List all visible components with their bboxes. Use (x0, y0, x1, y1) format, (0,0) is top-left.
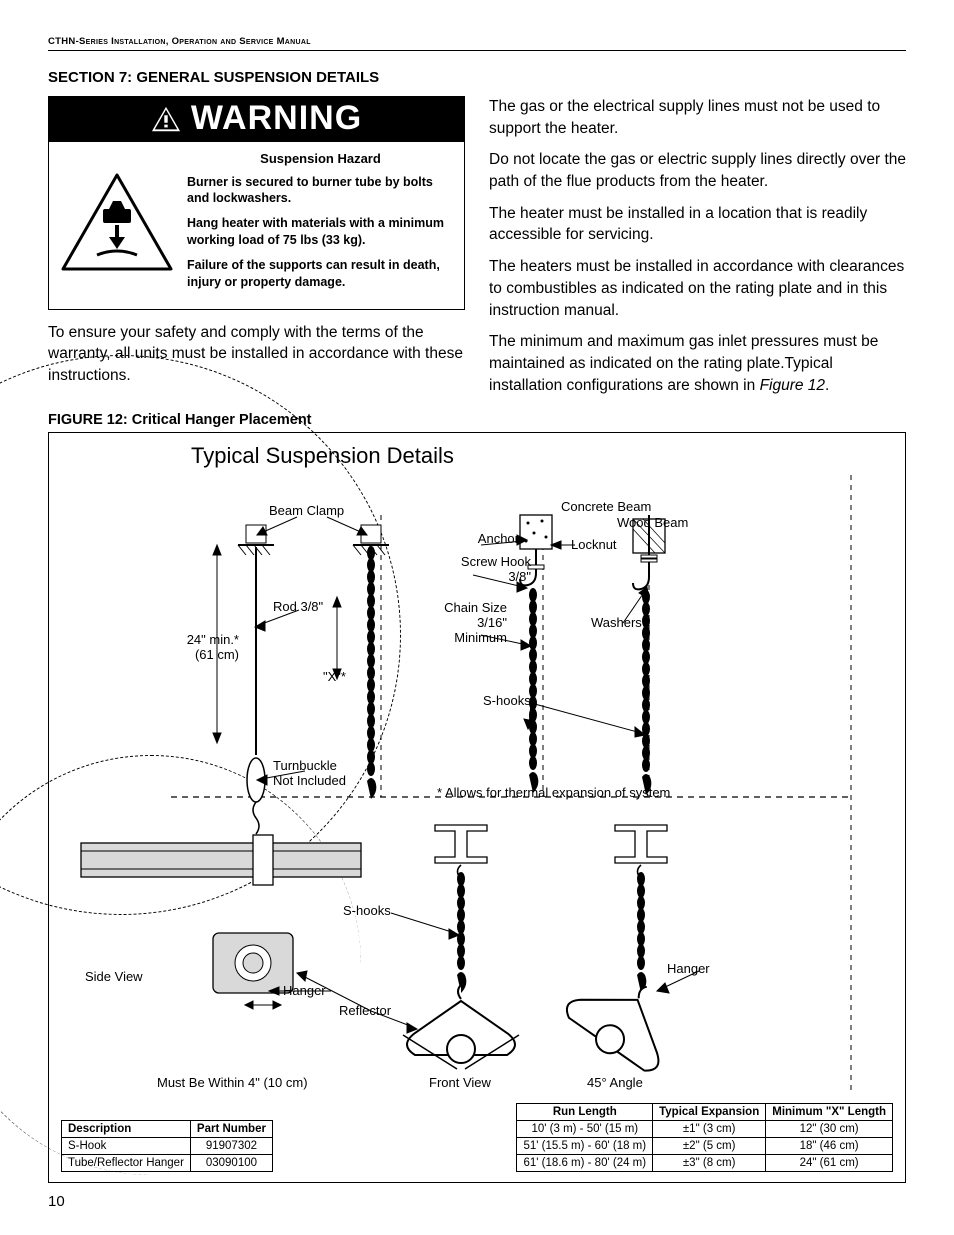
warning-triangle-icon (151, 105, 181, 133)
label-rod: Rod 3/8" (273, 599, 323, 614)
label-reflector: Reflector (339, 1003, 391, 1018)
right-p0: The gas or the electrical supply lines m… (489, 96, 906, 139)
label-concrete-beam: Concrete Beam (561, 499, 651, 514)
exp-header-run: Run Length (517, 1104, 653, 1121)
warning-text: Suspension Hazard Burner is secured to b… (187, 150, 454, 299)
label-45-angle: 45° Angle (587, 1075, 643, 1090)
warning-banner: WARNING (49, 97, 464, 142)
right-p3: The heaters must be installed in accorda… (489, 256, 906, 321)
content-columns: WARNING Suspension Haza (48, 96, 906, 406)
label-shooks-upper: S-hooks (483, 693, 531, 708)
figure-ref: Figure 12 (760, 377, 825, 394)
table-row: 61' (18.6 m) - 80' (24 m) ±3" (8 cm) 24"… (517, 1155, 893, 1172)
parts-header-pn: Part Number (190, 1121, 272, 1138)
label-beam-clamp: Beam Clamp (269, 503, 344, 518)
right-p2: The heater must be installed in a locati… (489, 203, 906, 246)
warning-p3: Failure of the supports can result in de… (187, 257, 454, 291)
exp-header-typ: Typical Expansion (653, 1104, 766, 1121)
running-header: CTHN-Series Installation, Operation and … (48, 36, 906, 51)
table-row: S-Hook 91907302 (62, 1138, 273, 1155)
label-side-view: Side View (85, 969, 143, 984)
label-chain-size: Chain Size3/16"Minimum (417, 601, 507, 646)
label-front-view: Front View (429, 1075, 491, 1090)
right-column: The gas or the electrical supply lines m… (489, 96, 906, 406)
figure-main-title: Typical Suspension Details (191, 443, 893, 469)
figure-box: Typical Suspension Details (48, 432, 906, 1183)
hazard-title: Suspension Hazard (187, 150, 454, 168)
table-row: 51' (15.5 m) - 60' (18 m) ±2" (5 cm) 18"… (517, 1138, 893, 1155)
label-thermal: * Allows for thermal expansion of system (437, 785, 670, 800)
label-turnbuckle: TurnbuckleNot Included (273, 759, 346, 789)
table-row: 10' (3 m) - 50' (15 m) ±1" (3 cm) 12" (3… (517, 1121, 893, 1138)
label-hanger-left: Hanger (283, 983, 326, 998)
tables-row: Description Part Number S-Hook 91907302 … (61, 1103, 893, 1172)
page-number: 10 (48, 1193, 906, 1210)
label-x: "X"* (323, 669, 346, 684)
warning-banner-text: WARNING (191, 99, 362, 138)
expansion-table: Run Length Typical Expansion Minimum "X"… (516, 1103, 893, 1172)
right-p1: Do not locate the gas or electric supply… (489, 149, 906, 192)
parts-header-desc: Description (62, 1121, 191, 1138)
label-shooks-lower: S-hooks (343, 903, 391, 918)
label-anchor: Anchor (459, 531, 519, 546)
left-column: WARNING Suspension Haza (48, 96, 465, 406)
warning-box: WARNING Suspension Haza (48, 96, 465, 310)
label-24min: 24" min.*(61 cm) (169, 633, 239, 663)
exp-header-minx: Minimum "X" Length (766, 1104, 893, 1121)
label-wood-beam: Wood Beam (617, 515, 688, 530)
label-screw-hook: Screw Hook3/8" (441, 555, 531, 585)
label-must-within: Must Be Within 4" (10 cm) (157, 1075, 308, 1090)
warning-p1: Burner is secured to burner tube by bolt… (187, 174, 454, 208)
table-row: Tube/Reflector Hanger 03090100 (62, 1155, 273, 1172)
parts-table: Description Part Number S-Hook 91907302 … (61, 1120, 273, 1172)
label-washers: Washers (591, 615, 642, 630)
warning-p2: Hang heater with materials with a minimu… (187, 215, 454, 249)
label-locknut: Locknut (571, 537, 617, 552)
left-paragraph: To ensure your safety and comply with th… (48, 322, 465, 387)
label-hanger-right: Hanger (667, 961, 710, 976)
diagram-area: Beam Clamp Concrete Beam Wood Beam Ancho… (61, 475, 893, 1095)
right-p4: The minimum and maximum gas inlet pressu… (489, 331, 906, 396)
figure-caption: FIGURE 12: Critical Hanger Placement (48, 412, 906, 428)
section-title: SECTION 7: GENERAL SUSPENSION DETAILS (48, 69, 906, 86)
hazard-pictogram (57, 150, 177, 299)
